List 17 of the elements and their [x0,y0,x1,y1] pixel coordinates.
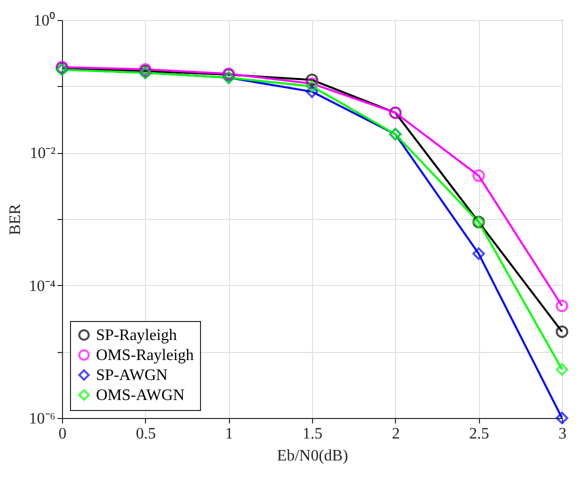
x-tick-label: 0 [58,426,66,442]
y-tick-label: 10⁻⁶ [28,410,56,428]
y-tick-label: 10⁻⁴ [28,278,56,295]
y-tick-label: 10⁻² [30,145,56,162]
x-tick-label: 0.5 [136,426,156,442]
x-tick-label: 2.5 [469,426,490,442]
y-axis-title: BER [6,204,24,236]
y-tick-label: 10⁰ [34,12,56,30]
x-tick-label: 1.5 [302,426,322,442]
legend-label: SP-AWGN [96,367,168,384]
x-tick-label: 3 [558,426,566,442]
legend-label: SP-Rayleigh [96,327,177,344]
x-tick-label: 2 [392,426,400,442]
x-axis-title: Eb/N0(dB) [276,448,348,464]
x-tick-label: 1 [225,426,234,442]
legend-label: OMS-Rayleigh [96,347,194,364]
legend-label: OMS-AWGN [96,387,185,404]
